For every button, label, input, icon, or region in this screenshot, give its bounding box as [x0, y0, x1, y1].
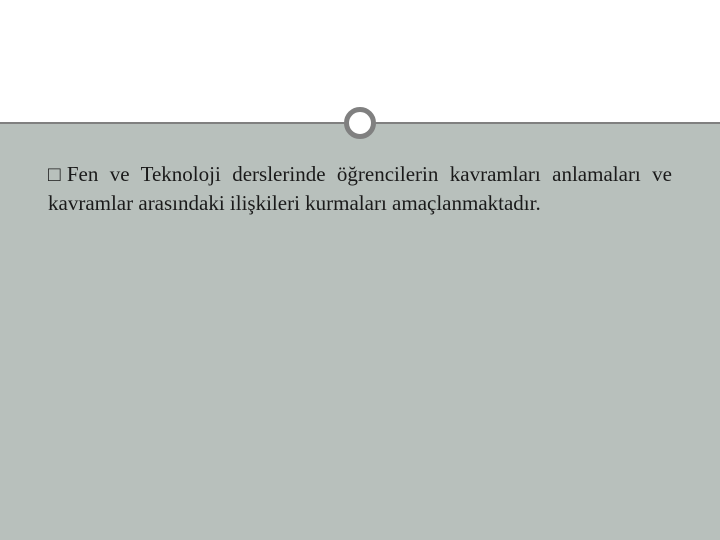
bullet-icon: □ — [48, 163, 67, 186]
header-band — [0, 0, 720, 122]
slide: □Fen ve Teknoloji derslerinde öğrenciler… — [0, 0, 720, 540]
body-text: Fen ve Teknoloji derslerinde öğrencileri… — [48, 162, 672, 215]
decor-circle-icon — [344, 107, 376, 139]
body-paragraph: □Fen ve Teknoloji derslerinde öğrenciler… — [48, 160, 672, 218]
